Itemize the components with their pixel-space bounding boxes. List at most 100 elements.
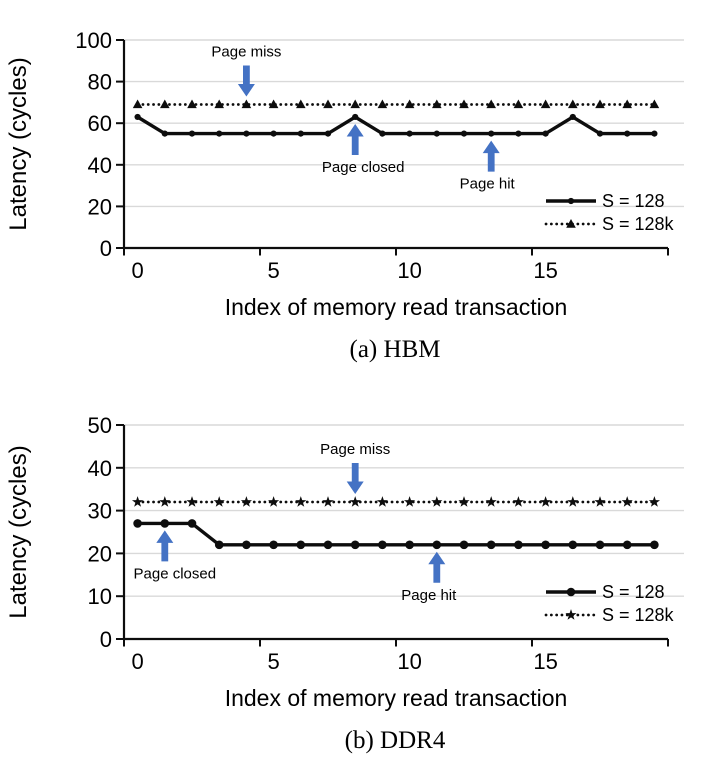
legend-label: S = 128	[602, 191, 665, 211]
marker-triangle	[568, 99, 578, 109]
marker-triangle	[459, 99, 469, 109]
marker-triangle	[595, 99, 605, 109]
marker-circle	[378, 540, 387, 550]
marker-star	[485, 496, 497, 507]
marker-dot	[433, 130, 440, 137]
legend-label: S = 128	[602, 582, 665, 602]
marker-circle	[595, 540, 605, 550]
y-tick-label: 100	[75, 28, 112, 53]
marker-star	[567, 496, 579, 507]
y-tick-label: 60	[88, 111, 112, 136]
marker-triangle	[566, 219, 576, 228]
marker-circle	[541, 540, 550, 550]
marker-star	[565, 609, 577, 620]
y-tick-label: 10	[88, 584, 112, 609]
marker-star	[376, 496, 389, 507]
marker-triangle	[649, 99, 660, 109]
y-tick-label: 40	[88, 456, 112, 481]
chart-ddr4: 0 10 20 30 40 50 0 5 10 15 Index of memory read tr…	[0, 391, 706, 782]
marker-dot	[406, 130, 413, 137]
annotation-label: Page miss	[320, 441, 390, 458]
marker-circle	[160, 519, 170, 528]
annotation-arrow-up	[428, 551, 446, 583]
marker-dot	[542, 130, 549, 137]
chart-ddr4-caption: (b) DDR4	[344, 727, 446, 754]
x-tick-label: 15	[533, 649, 557, 674]
marker-circle	[566, 587, 576, 597]
marker-star	[159, 496, 171, 507]
marker-triangle	[486, 99, 496, 109]
ddr4-latency-chart: 0 10 20 30 40 50 0 5 10 15 Index of memory read tr…	[5, 413, 684, 711]
marker-star	[403, 496, 416, 507]
series-line-s128	[137, 521, 655, 547]
marker-triangle	[404, 99, 415, 109]
annotation-arrow-up	[156, 530, 174, 562]
marker-circle	[405, 540, 414, 550]
marker-star	[349, 496, 361, 507]
y-tick-label: 0	[100, 236, 112, 261]
annotation-label: Page closed	[134, 565, 217, 582]
annotation-arrow-down	[237, 65, 255, 97]
marker-triangle	[432, 99, 442, 109]
legend-label: S = 128k	[602, 605, 675, 625]
marker-dot	[569, 113, 576, 121]
marker-triangle	[296, 99, 306, 109]
marker-dot	[161, 130, 168, 137]
marker-circle	[133, 519, 142, 528]
y-tick-label: 40	[88, 153, 112, 178]
y-tick-label: 20	[88, 541, 112, 566]
marker-star	[295, 496, 307, 507]
marker-star	[131, 496, 144, 507]
marker-triangle	[268, 99, 279, 109]
marker-star	[594, 496, 606, 507]
x-tick-label: 15	[533, 258, 557, 283]
marker-star	[431, 496, 443, 507]
annotation-label: Page hit	[401, 587, 457, 604]
marker-triangle	[350, 99, 360, 109]
marker-dot	[352, 113, 359, 121]
marker-dot	[460, 130, 468, 137]
x-tick-label: 5	[267, 649, 279, 674]
marker-triangle	[513, 99, 524, 109]
annotation-arrow-up	[482, 140, 500, 172]
marker-dot	[297, 130, 304, 137]
marker-star	[267, 496, 280, 507]
x-tick-label: 0	[131, 258, 143, 283]
marker-circle	[486, 540, 496, 550]
marker-circle	[622, 540, 632, 550]
marker-circle	[514, 540, 523, 550]
marker-star	[458, 496, 470, 507]
marker-dot	[134, 113, 141, 121]
marker-triangle	[540, 99, 551, 109]
annotation-label: Page hit	[460, 176, 516, 193]
marker-circle	[459, 540, 469, 550]
annotation-label: Page closed	[322, 159, 405, 176]
marker-circle	[432, 540, 442, 550]
x-axis-title: Index of memory read transaction	[225, 685, 568, 711]
marker-dot	[379, 130, 386, 137]
marker-dot	[651, 130, 658, 137]
marker-circle	[323, 540, 333, 550]
marker-circle	[650, 540, 659, 550]
marker-dot	[216, 130, 223, 137]
marker-dot	[188, 130, 196, 137]
chart-hbm-caption: (a) HBM	[349, 336, 441, 363]
marker-circle	[269, 540, 278, 550]
marker-triangle	[132, 99, 143, 109]
y-tick-label: 50	[88, 413, 112, 438]
x-tick-label: 5	[267, 258, 279, 283]
marker-dot	[596, 130, 604, 137]
marker-dot	[624, 130, 631, 137]
marker-star	[322, 496, 334, 507]
y-tick-label: 80	[88, 70, 112, 95]
y-axis-title: Latency (cycles)	[5, 445, 32, 618]
x-axis-title: Index of memory read transaction	[225, 294, 568, 320]
chart-hbm: 0 20 40 60 80 100 0 5 10 15 Index of memory read t…	[5, 28, 684, 363]
marker-triangle	[377, 99, 388, 109]
y-tick-label: 20	[88, 194, 112, 219]
marker-dot	[515, 130, 522, 137]
x-tick-label: 10	[397, 649, 421, 674]
marker-dot	[270, 130, 277, 137]
marker-star	[240, 496, 253, 507]
